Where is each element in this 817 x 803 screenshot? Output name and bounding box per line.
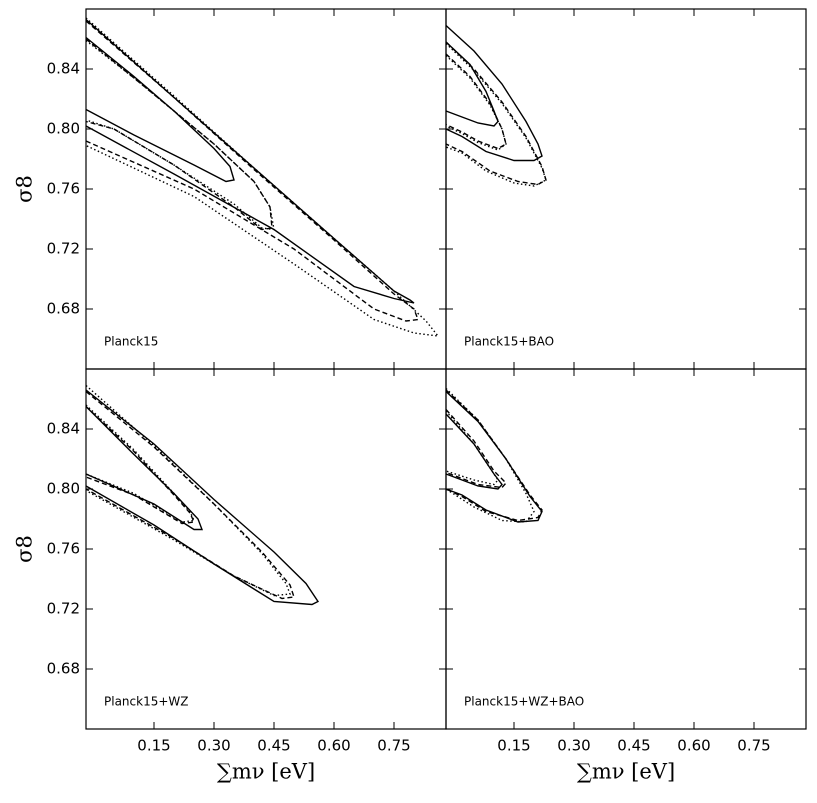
contour-line — [445, 53, 507, 150]
y-tick-label: 0.72 — [47, 240, 80, 258]
contour-line — [85, 405, 196, 525]
x-tick-label: 0.75 — [377, 737, 410, 755]
contour-line — [445, 413, 503, 490]
y-tick-label: 0.84 — [47, 420, 80, 438]
x-tick-label: 0.60 — [677, 737, 710, 755]
contour-line — [445, 41, 547, 186]
x-tick-label: 0.75 — [737, 737, 770, 755]
contour-line — [445, 390, 543, 523]
y-tick-label: 0.84 — [47, 60, 80, 78]
panel: 0.15 0.30 0.45 0.60 0.75 0.68 0.72 0.76 0.80 0.84… — [13, 368, 447, 784]
y-tick-label: 0.72 — [47, 600, 80, 618]
y-axis-title: σ8 — [13, 535, 37, 563]
panel-label: Planck15+WZ — [104, 695, 189, 709]
contour-line — [445, 389, 543, 522]
x-tick-label: 0.45 — [257, 737, 290, 755]
x-tick-label: 0.15 — [137, 737, 170, 755]
panel-label: Planck15 — [104, 335, 158, 349]
y-tick-label: 0.68 — [47, 660, 80, 678]
panel: 0.15 0.30 0.45 0.60 0.75 Planck15+WZ+BAO ∑mν [… — [445, 368, 807, 784]
y-tick-label: 0.76 — [47, 540, 80, 558]
contour-line — [85, 38, 273, 231]
contour-line — [85, 17, 440, 337]
x-axis-title: ∑mν [eV] — [577, 760, 675, 784]
y-tick-label: 0.80 — [47, 480, 80, 498]
panel: 0.68 0.72 0.76 0.80 0.84 Planck15 σ8 — [13, 8, 447, 370]
x-tick-label: 0.30 — [557, 737, 590, 755]
contour-line — [85, 36, 235, 183]
contour-line — [85, 390, 295, 600]
x-axis-title: ∑mν [eV] — [217, 760, 315, 784]
y-tick-label: 0.68 — [47, 300, 80, 318]
panel-frame — [85, 8, 447, 370]
contour-line — [85, 39, 275, 231]
y-axis-title: σ8 — [13, 175, 37, 203]
panel: Planck15+BAO — [445, 8, 807, 370]
contour-line — [445, 54, 507, 151]
panel-frame — [445, 8, 807, 370]
contour-line — [445, 24, 543, 162]
panel-label: Planck15+WZ+BAO — [464, 695, 584, 709]
x-tick-label: 0.30 — [197, 737, 230, 755]
contour-line — [85, 384, 291, 597]
panel-label: Planck15+BAO — [464, 335, 554, 349]
contour-line — [445, 41, 499, 127]
contour-line — [445, 42, 547, 187]
x-tick-label: 0.60 — [317, 737, 350, 755]
x-tick-label: 0.45 — [617, 737, 650, 755]
panel-frame — [85, 368, 447, 730]
contour-line — [85, 389, 320, 606]
contour-line — [85, 404, 196, 523]
contour-line — [85, 406, 204, 531]
x-tick-label: 0.15 — [497, 737, 530, 755]
y-tick-label: 0.80 — [47, 120, 80, 138]
contour-line — [445, 409, 507, 489]
contour-line — [445, 388, 535, 523]
contour-line — [85, 20, 419, 322]
contour-line — [85, 18, 415, 304]
y-tick-label: 0.76 — [47, 180, 80, 198]
contour-line — [445, 410, 499, 486]
panel-frame — [445, 368, 807, 730]
